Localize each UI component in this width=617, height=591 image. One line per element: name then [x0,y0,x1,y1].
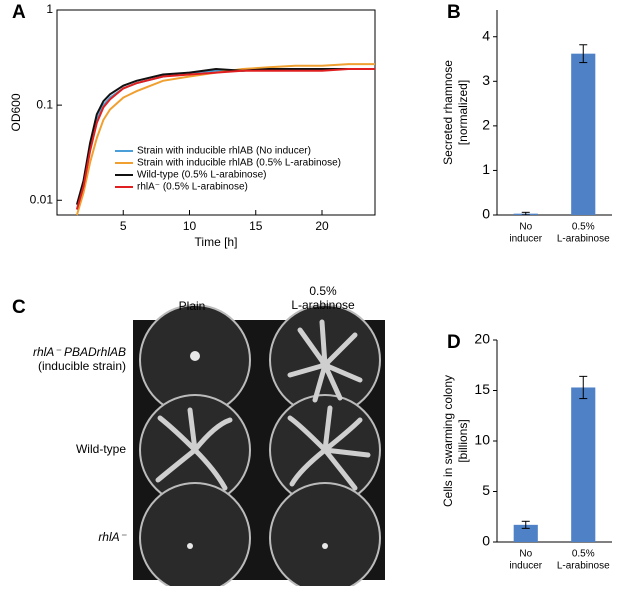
x-tick-label: 20 [315,219,329,233]
plate-photo [133,304,385,591]
y-axis-label: [normalized] [456,80,470,145]
panel-label: C [12,297,26,318]
series-line [75,63,375,216]
x-tick-label: 15 [249,219,263,233]
legend-label: Wild-type (0.5% L-arabinose) [137,170,267,181]
y-axis-label: [billions] [456,419,470,462]
x-tick-label: 10 [183,219,197,233]
panel-label: A [12,2,26,23]
y-tick-label: 10 [474,432,490,448]
series-line [75,67,375,205]
panel-label: D [447,332,461,353]
legend-label: rhlA⁻ (0.5% L-arabinose) [137,182,248,193]
x-tick-label: inducer [509,561,542,572]
x-tick-label: 5 [120,219,127,233]
legend-label: Strain with inducible rhlAB (0.5% L-arab… [137,158,341,169]
column-label: Plain [179,299,206,313]
x-axis-label: Time [h] [195,235,238,249]
bar [571,387,596,542]
y-tick-label: 3 [482,72,490,88]
legend-label: Strain with inducible rhlAB (No inducer) [137,146,311,157]
plot-frame [56,9,376,216]
x-tick-label: No [519,222,532,233]
row-label: (inducible strain) [38,359,126,373]
y-tick-label: 0.1 [36,97,53,111]
y-axis-label: Secreted rhamnose [441,60,455,165]
x-tick-label: 0.5% [572,222,595,233]
y-tick-label: 0 [482,533,490,549]
y-tick-label: 2 [482,117,490,133]
bar [571,53,596,215]
row-label: rhlA⁻ [98,530,127,544]
series-line [75,68,375,210]
column-label: L-arabinose [291,298,355,312]
column-label: 0.5% [309,284,337,298]
y-tick-label: 1 [482,161,490,177]
x-tick-label: L-arabinose [557,234,610,245]
panel-label: B [447,2,461,23]
x-tick-label: 0.5% [572,549,595,560]
x-tick-label: inducer [509,234,542,245]
bar [513,524,538,542]
row-label: Wild-type [76,442,126,456]
y-tick-label: 1 [46,2,53,16]
y-tick-label: 4 [482,27,490,43]
x-tick-label: No [519,549,532,560]
x-tick-label: L-arabinose [557,561,610,572]
y-tick-label: 20 [474,331,490,347]
y-axis-label: OD600 [9,93,23,131]
y-axis-label: Cells in swarming colony [441,375,455,507]
row-label: rhlA⁻ PBADrhlAB [33,345,126,359]
y-tick-label: 0.01 [30,192,54,206]
y-tick-label: 15 [474,381,490,397]
y-tick-label: 5 [482,482,490,498]
y-tick-label: 0 [482,206,490,222]
